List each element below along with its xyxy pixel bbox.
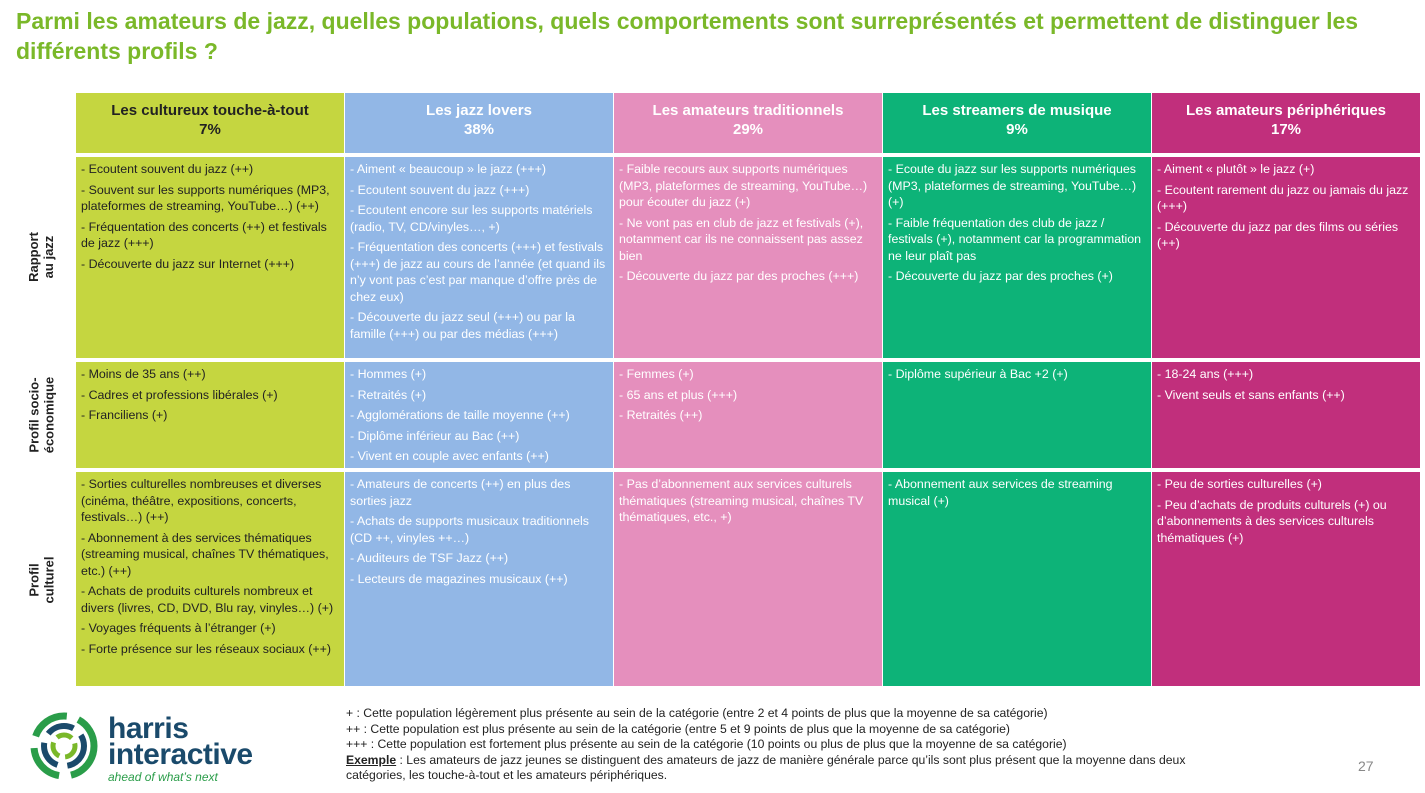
list-item: - Auditeurs de TSF Jazz (++) — [350, 551, 509, 565]
list-item: - Peu d’achats de produits culturels (+)… — [1157, 497, 1387, 545]
cell-socio: - Moins de 35 ans (++) - Cadres et profe… — [76, 362, 344, 468]
list-item: - Aiment « beaucoup » le jazz (+++) — [350, 162, 546, 176]
row-label-text: Rapport au jazz — [26, 232, 56, 282]
list-item: - Abonnement à des services thématiques … — [81, 530, 329, 578]
list-item: - Vivent en couple avec enfants (++) — [350, 449, 549, 463]
list-item: - Retraités (++) — [619, 408, 703, 422]
column-title: Les amateurs traditionnels — [652, 102, 844, 119]
logo-word-interactive: interactive — [108, 738, 253, 771]
list-item: - Découverte du jazz par des films ou sé… — [1157, 219, 1399, 251]
list-item: - Franciliens (+) — [81, 408, 168, 422]
list-item: - Ecoutent souvent du jazz (+++) — [350, 182, 530, 197]
row-label-socio: Profil socio-économique — [20, 362, 62, 468]
legend-example: Exemple : Les amateurs de jazz jeunes se… — [346, 753, 1226, 784]
list-item: - Ne vont pas en club de jazz et festiva… — [619, 215, 864, 263]
list-item: - Retraités (+) — [350, 387, 427, 402]
list-item: - Pas d’abonnement aux services culturel… — [619, 477, 864, 524]
list-item: - Vivent seuls et sans enfants (++) — [1157, 387, 1345, 402]
list-item: - 65 ans et plus (+++) — [619, 387, 738, 402]
harris-interactive-logo: harris interactive ahead of what’s next — [28, 708, 288, 788]
list-item: - Voyages fréquents à l’étranger (+) — [81, 621, 276, 635]
list-item: - Souvent sur les supports numériques (M… — [81, 182, 330, 214]
list-item: - Découverte du jazz par des proches (++… — [619, 269, 859, 283]
list-item: - 18-24 ans (+++) — [1157, 367, 1254, 381]
list-item: - Fréquentation des concerts (++) et fes… — [81, 219, 327, 251]
cell-rapport: - Aiment « plutôt » le jazz (+) - Ecoute… — [1152, 157, 1420, 358]
list-item: - Découverte du jazz par des proches (+) — [888, 269, 1113, 283]
list-item: - Amateurs de concerts (++) en plus des … — [350, 477, 571, 508]
list-item: - Forte présence sur les réseaux sociaux… — [81, 641, 331, 656]
list-item: - Faible fréquentation des club de jazz … — [888, 215, 1142, 263]
example-label: Exemple — [346, 752, 397, 767]
list-item: - Diplôme supérieur à Bac +2 (+) — [888, 367, 1068, 381]
cell-rapport: - Ecoutent souvent du jazz (++) - Souven… — [76, 157, 344, 358]
list-item: - Ecoutent rarement du jazz ou jamais du… — [1157, 182, 1409, 214]
column-title: Les streamers de musique — [922, 102, 1112, 119]
cell-socio: - Hommes (+) - Retraités (+) - Aggloméra… — [345, 362, 613, 468]
cell-culturel: - Sorties culturelles nombreuses et dive… — [76, 472, 344, 686]
column-title: Les jazz lovers — [426, 102, 532, 119]
legend-line-1: + : Cette population légèrement plus pré… — [346, 706, 1048, 720]
list-item: - Achats de supports musicaux traditionn… — [350, 514, 589, 545]
cell-culturel: - Peu de sorties culturelles (+) - Peu d… — [1152, 472, 1420, 686]
column-header: Les amateurs périphériques 17% — [1152, 93, 1420, 153]
example-text: : Les amateurs de jazz jeunes se disting… — [346, 752, 1186, 783]
column-percentage: 38% — [463, 121, 495, 138]
column-header: Les amateurs traditionnels 29% — [614, 93, 882, 153]
list-item: - Cadres et professions libérales (+) — [81, 387, 278, 402]
row-label-text: Profil culturel — [26, 556, 57, 603]
list-item: - Hommes (+) — [350, 367, 427, 381]
legend-line-3: +++ : Cette population est fortement plu… — [346, 737, 1067, 751]
list-item: - Ecoutent encore sur les supports matér… — [350, 203, 593, 234]
page-title: Parmi les amateurs de jazz, quelles popu… — [16, 8, 1359, 64]
row-label-text: Profil socio-économique — [26, 376, 56, 454]
column-title: Les amateurs périphériques — [1185, 102, 1387, 119]
cell-culturel: - Abonnement aux services de streaming m… — [883, 472, 1151, 686]
cell-socio: - 18-24 ans (+++) - Vivent seuls et sans… — [1152, 362, 1420, 468]
list-item: - Achats de produits culturels nombreux … — [81, 584, 334, 615]
list-item: - Aiment « plutôt » le jazz (+) — [1157, 162, 1315, 176]
list-item: - Faible recours aux supports numériques… — [619, 162, 868, 209]
legend-line-2: ++ : Cette population est plus présente … — [346, 721, 1010, 736]
column-percentage: 29% — [732, 121, 764, 138]
column-percentage: 9% — [1006, 121, 1028, 138]
list-item: - Découverte du jazz sur Internet (+++) — [81, 256, 295, 271]
list-item: - Ecoutent souvent du jazz (++) — [81, 162, 254, 176]
list-item: - Découverte du jazz seul (+++) ou par l… — [350, 310, 575, 341]
list-item: - Sorties culturelles nombreuses et dive… — [81, 477, 322, 524]
cell-culturel: - Amateurs de concerts (++) en plus des … — [345, 472, 613, 686]
list-item: - Ecoute du jazz sur les supports numéri… — [888, 162, 1137, 209]
list-item: - Fréquentation des concerts (+++) et fe… — [350, 240, 606, 304]
list-item: - Agglomérations de taille moyenne (++) — [350, 408, 570, 422]
list-item: - Moins de 35 ans (++) — [81, 367, 206, 381]
cell-culturel: - Pas d’abonnement aux services culturel… — [614, 472, 882, 686]
list-item: - Peu de sorties culturelles (+) — [1157, 477, 1322, 491]
row-label-rapport: Rapport au jazz — [20, 157, 62, 357]
column-header: Les jazz lovers 38% — [345, 93, 613, 153]
page-number: 27 — [1358, 758, 1374, 774]
column-percentage: 7% — [199, 121, 221, 138]
list-item: - Femmes (+) — [619, 367, 694, 381]
logo-word-harris: harris — [108, 712, 189, 745]
list-item: - Abonnement aux services de streaming m… — [888, 477, 1113, 508]
legend: + : Cette population légèrement plus pré… — [346, 706, 1226, 784]
list-item: - Diplôme inférieur au Bac (++) — [350, 428, 520, 443]
logo-swirl-icon — [30, 712, 98, 780]
cell-rapport: - Faible recours aux supports numériques… — [614, 157, 882, 358]
logo-tagline: ahead of what’s next — [108, 770, 218, 784]
column-title: Les cultureux touche-à-tout — [111, 102, 309, 119]
column-percentage: 17% — [1270, 121, 1302, 138]
list-item: - Lecteurs de magazines musicaux (++) — [350, 571, 568, 586]
cell-socio: - Diplôme supérieur à Bac +2 (+) — [883, 362, 1151, 468]
row-label-culturel: Profil culturel — [20, 473, 62, 686]
cell-socio: - Femmes (+) - 65 ans et plus (+++) - Re… — [614, 362, 882, 468]
column-header: Les cultureux touche-à-tout 7% — [76, 93, 344, 153]
column-header: Les streamers de musique 9% — [883, 93, 1151, 153]
cell-rapport: - Aiment « beaucoup » le jazz (+++) - Ec… — [345, 157, 613, 358]
cell-rapport: - Ecoute du jazz sur les supports numéri… — [883, 157, 1151, 358]
